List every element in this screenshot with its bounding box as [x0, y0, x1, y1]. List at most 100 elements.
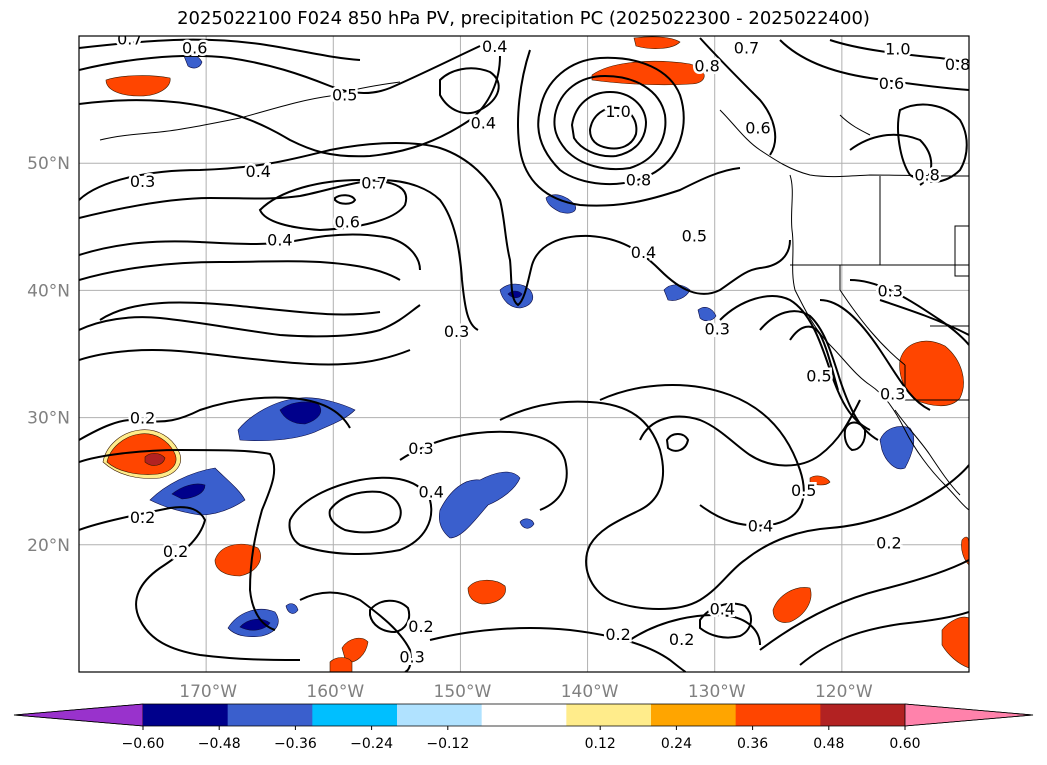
contour-label: 0.7 [734, 38, 759, 57]
colorbar-segment [397, 704, 483, 726]
contour-line [328, 490, 402, 534]
lat-tick-label: 20°N [27, 536, 70, 556]
precip-blob [279, 401, 322, 425]
contour-label: 0.7 [117, 30, 142, 49]
contour-line [79, 448, 276, 631]
contour-line [517, 49, 741, 207]
contour-label: 0.5 [806, 367, 831, 386]
colorbar-segment [735, 704, 821, 726]
contour-line [79, 349, 411, 366]
contour-label: 0.4 [471, 113, 496, 132]
coastline [789, 174, 969, 511]
precip-blob [809, 475, 831, 486]
contour-label: 0.2 [163, 542, 188, 561]
contour-line [99, 301, 381, 321]
coastline [719, 109, 969, 178]
coastline [904, 365, 969, 401]
contour-line [429, 627, 687, 672]
precip-blob [633, 36, 681, 49]
contour-line [258, 178, 408, 232]
contour-label: 0.2 [605, 625, 630, 644]
precip-blob [545, 194, 576, 214]
contour-line [537, 56, 685, 186]
contour-label: 0.8 [694, 56, 719, 75]
lon-tick-label: 140°W [561, 682, 619, 702]
precip-negative-shading [149, 53, 915, 638]
lat-tick-label: 50°N [27, 154, 70, 174]
contour-line [288, 476, 433, 555]
contour-line [629, 614, 761, 646]
colorbar-tick-label: −0.12 [426, 736, 469, 752]
contour-label: 0.6 [182, 38, 207, 57]
contour-line [719, 295, 871, 431]
contour-label: 0.4 [267, 231, 292, 250]
coastline [954, 225, 969, 277]
lon-tick-label: 150°W [434, 682, 492, 702]
contour-line [79, 142, 791, 307]
colorbar-segment [566, 704, 652, 726]
contour-line [588, 106, 638, 150]
precip-blob [439, 471, 521, 539]
contour-label: 0.4 [710, 599, 735, 618]
precip-blob [941, 616, 969, 669]
contour-line [599, 384, 805, 527]
contour-label: 0.6 [879, 74, 904, 93]
colorbar-tick-label: −0.48 [198, 736, 241, 752]
lat-tick-labels: 20°N 30°N 40°N 50°N [27, 154, 70, 556]
colorbar-tick-label: −0.24 [350, 736, 393, 752]
contour-line [829, 39, 969, 65]
colorbar-segment [820, 704, 906, 726]
contour-label: 0.8 [914, 166, 939, 185]
coastline [839, 114, 871, 136]
colorbar-segment [651, 704, 737, 726]
lon-tick-label: 130°W [688, 682, 746, 702]
colorbar-tick-label: 0.36 [737, 736, 768, 752]
colorbar-tick-label: 0.60 [889, 736, 920, 752]
precip-blob [591, 61, 705, 86]
lat-tick-label: 40°N [27, 281, 70, 301]
contour-line [79, 45, 481, 94]
contour-label: 0.7 [361, 173, 386, 192]
contour-label: 0.6 [335, 213, 360, 232]
colorbar-tick-label: 0.48 [813, 736, 844, 752]
contour-line [699, 37, 777, 156]
contour-label: 0.2 [130, 508, 155, 527]
contour-line [499, 400, 969, 610]
lon-tick-label: 160°W [306, 682, 364, 702]
contour-line [79, 260, 401, 281]
contour-line [79, 38, 361, 61]
contour-label: 0.5 [682, 227, 707, 246]
precip-blob [144, 453, 166, 466]
contour-line [849, 279, 969, 346]
contour-line [369, 599, 411, 634]
contour-line [843, 421, 867, 452]
contour-label: 0.4 [748, 517, 773, 536]
contour-line [799, 611, 969, 666]
contour-label: 0.4 [631, 243, 656, 262]
precip-blob [467, 579, 506, 605]
contour-label: 0.6 [745, 119, 770, 138]
colorbar-extend-min [13, 703, 144, 727]
colorbar-segment [312, 704, 398, 726]
contour-label: 0.3 [705, 320, 730, 339]
contour-label: 0.3 [880, 384, 905, 403]
contour-line [639, 399, 861, 467]
colorbar-tick-label: −0.36 [274, 736, 317, 752]
contour-line [79, 55, 501, 158]
colorbar-tick-labels: −0.60 −0.48 −0.36 −0.24 −0.12 0.12 0.24 0.36 0.4… [122, 726, 921, 752]
contour-label: 0.4 [482, 37, 507, 56]
contour-line [79, 396, 351, 441]
contour-line [570, 90, 648, 158]
contour-label: 0.2 [876, 533, 901, 552]
coastline [839, 289, 906, 366]
precip-blob [285, 603, 299, 614]
contour-labels: 0.7 0.6 0.4 0.7 1.0 0.8 0.8 0.5 1.0 0.6 0.4 0.6 0.8 0… [115, 30, 969, 669]
contour-label: 0.3 [408, 439, 433, 458]
colorbar-segment [481, 704, 567, 726]
precip-blob [697, 307, 717, 322]
contour-line [299, 591, 412, 672]
precip-blob [105, 75, 171, 97]
contour-label: 0.2 [408, 617, 433, 636]
contour-label: 1.0 [605, 102, 630, 121]
